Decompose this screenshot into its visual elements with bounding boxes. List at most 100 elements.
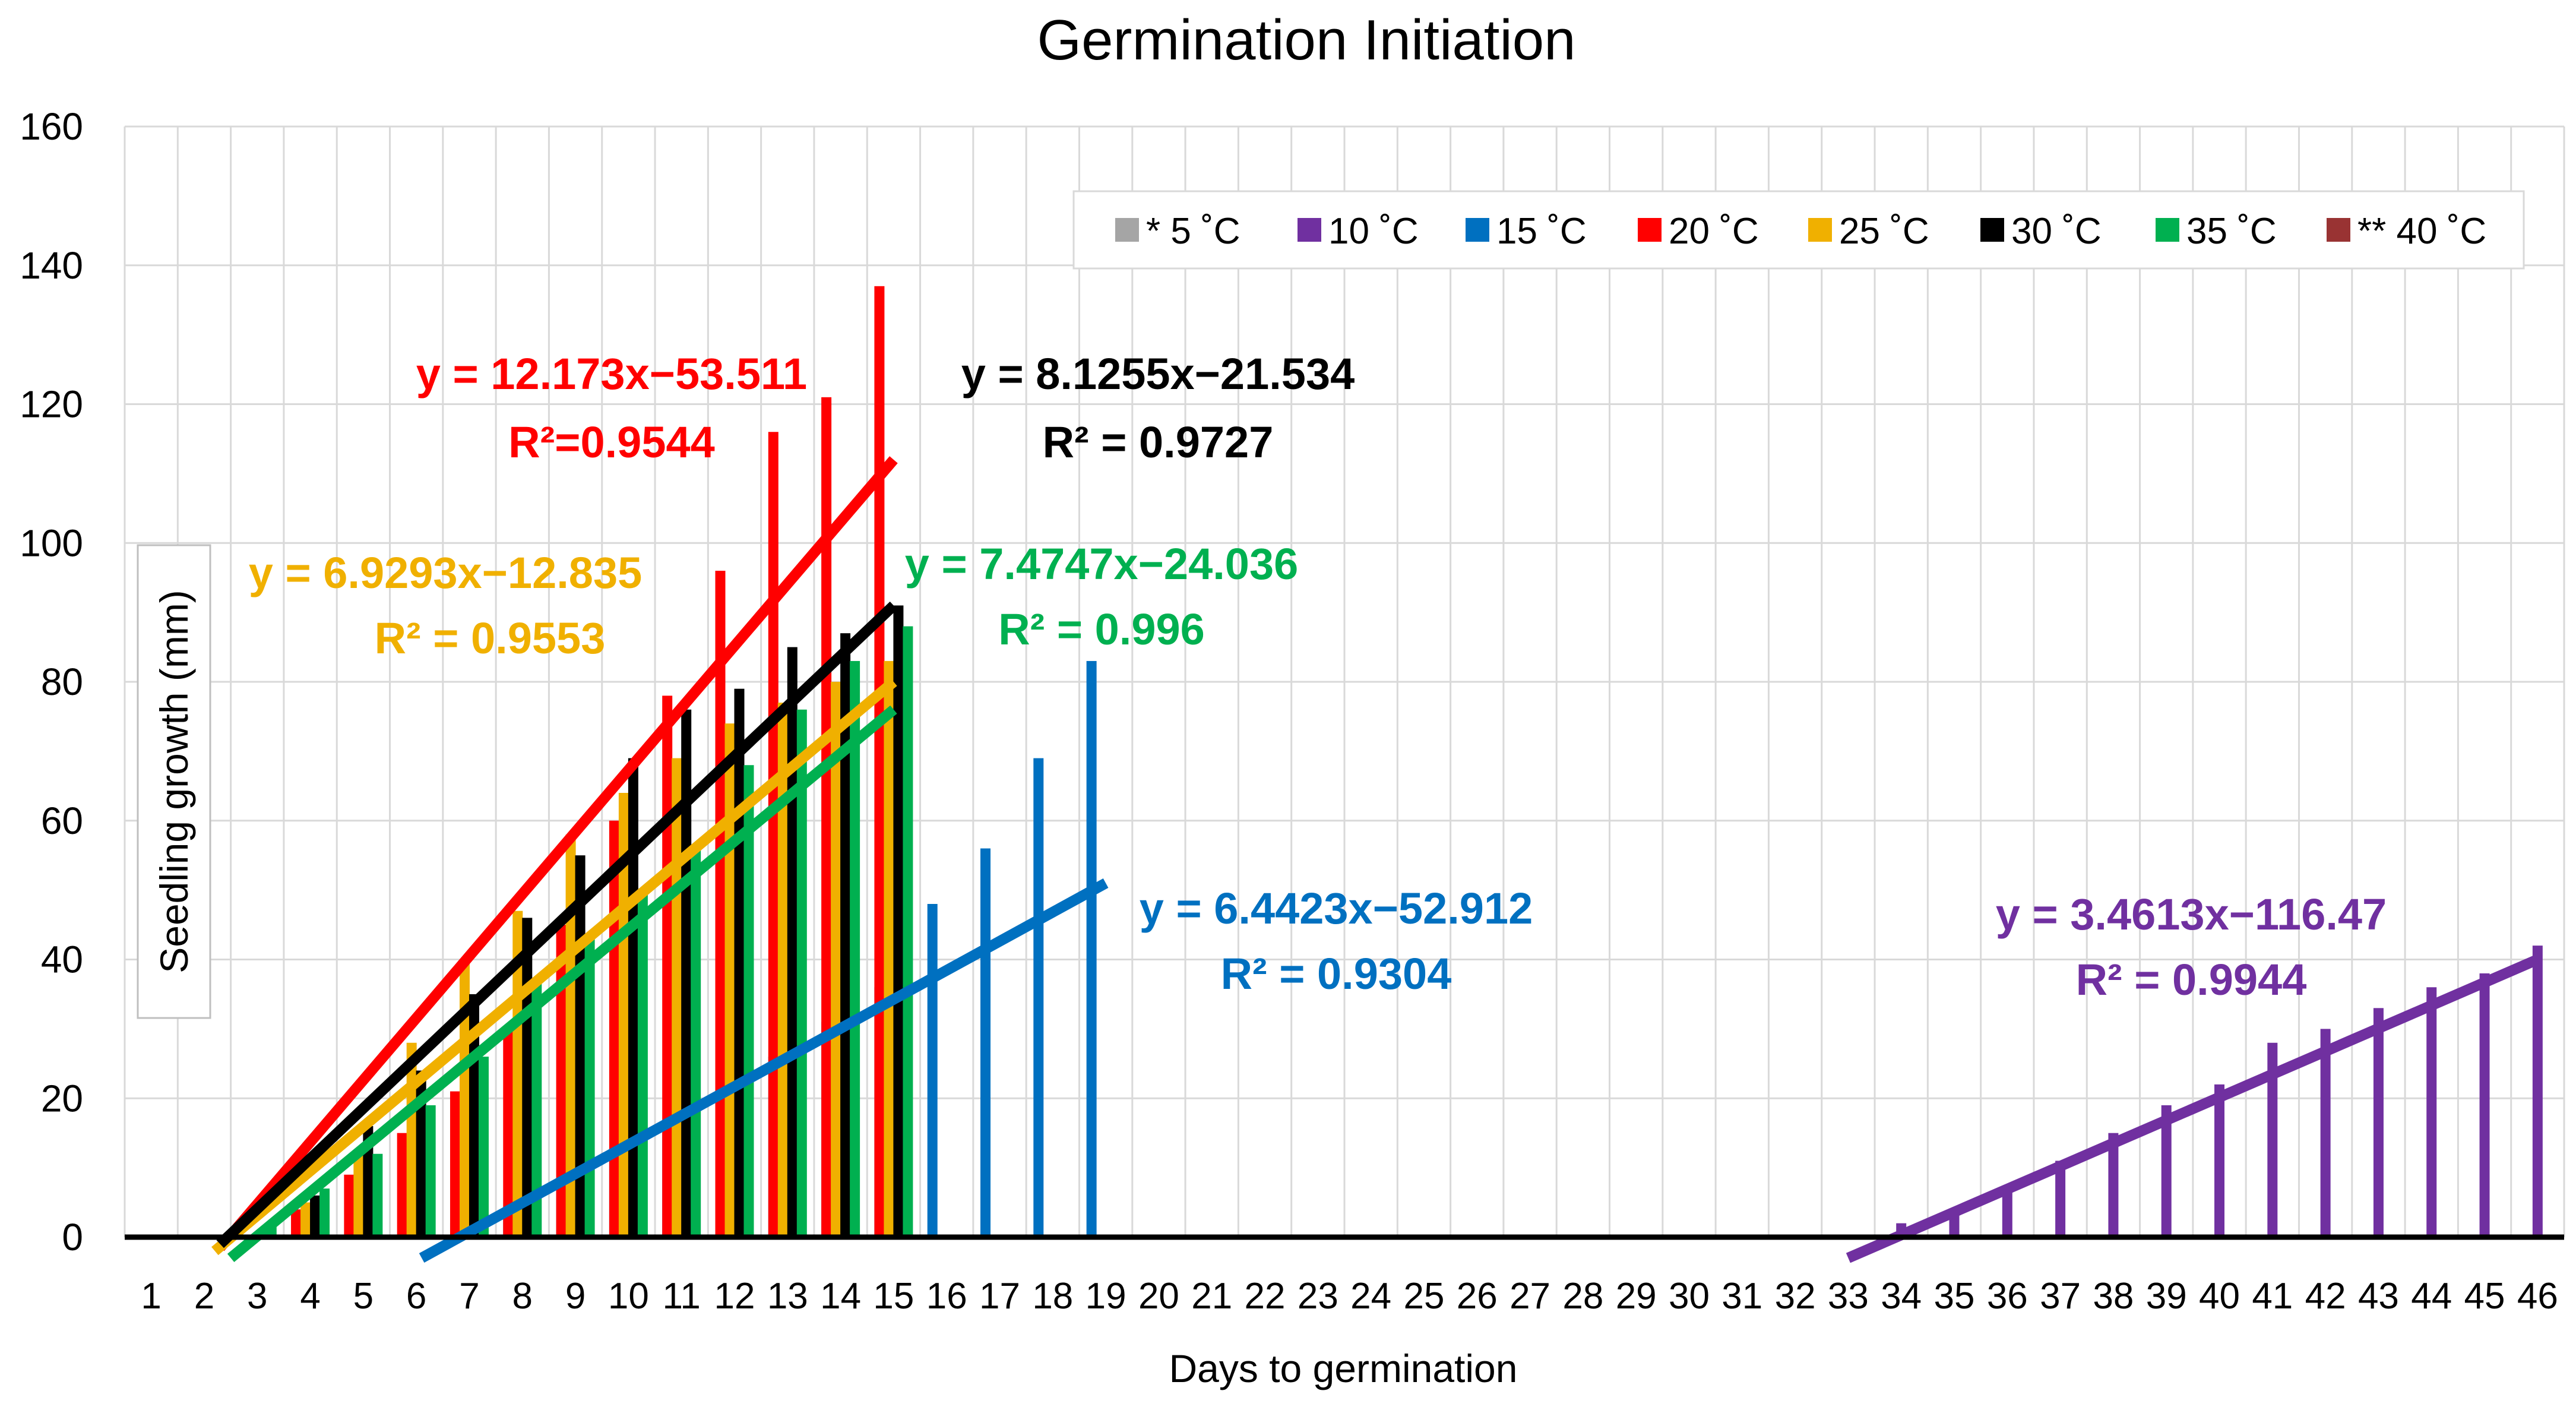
y-tick-label: 100 — [20, 521, 83, 564]
bar — [1033, 758, 1044, 1237]
bar — [416, 1070, 426, 1237]
r-squared-label: R² = 0.9304 — [1221, 949, 1452, 998]
bar — [425, 1105, 436, 1237]
bar — [787, 647, 798, 1237]
x-tick-label: 1 — [141, 1276, 161, 1317]
trendline — [216, 456, 898, 1251]
bar — [1086, 660, 1097, 1237]
x-tick-label: 36 — [1987, 1276, 2028, 1317]
y-axis-label: Seedling growth (mm) — [152, 590, 196, 973]
bar — [893, 605, 904, 1237]
bar — [672, 758, 682, 1237]
bar — [715, 571, 726, 1237]
trendline — [419, 878, 1109, 1263]
legend-label: 35 ˚C — [2186, 211, 2277, 252]
legend-label: ** 40 ˚C — [2357, 211, 2486, 252]
x-tick-label: 5 — [353, 1276, 374, 1317]
r-squared-label: R²=0.9544 — [508, 418, 715, 467]
x-tick-label: 34 — [1881, 1276, 1922, 1317]
bar — [2320, 1029, 2331, 1237]
bar — [691, 848, 701, 1237]
legend-box — [1072, 190, 2525, 270]
trendline — [1846, 954, 2540, 1263]
x-tick-label: 37 — [2040, 1276, 2081, 1317]
bar — [874, 286, 885, 1237]
x-tick-label: 43 — [2358, 1276, 2399, 1317]
trendline — [216, 601, 898, 1248]
y-axis-ticks: 0 20 40 60 80 100 120 140 160 — [20, 105, 83, 1259]
bar — [450, 1091, 460, 1237]
x-tick-label: 24 — [1350, 1276, 1391, 1317]
legend-label: 30 ˚C — [2011, 211, 2102, 252]
x-tick-label: 13 — [767, 1276, 808, 1317]
bar — [743, 765, 754, 1237]
x-tick-label: 19 — [1086, 1276, 1126, 1317]
bar — [522, 918, 533, 1237]
legend-swatch — [1980, 218, 2004, 242]
bar — [363, 1126, 374, 1237]
legend-label: 10 ˚C — [1328, 211, 1419, 252]
bar — [840, 633, 851, 1237]
bar — [565, 834, 576, 1237]
legend-swatch — [1298, 218, 1321, 242]
y-tick-label: 140 — [20, 244, 83, 287]
bar — [2373, 1008, 2384, 1237]
bar — [2214, 1084, 2225, 1237]
x-tick-label: 30 — [1669, 1276, 1710, 1317]
y-tick-label: 20 — [41, 1077, 83, 1120]
equation-annotations: y = 12.173x−53.511 R²=0.9544 y = 8.1255x−2… — [249, 349, 2387, 1004]
x-tick-label: 25 — [1403, 1276, 1444, 1317]
x-axis-label: Days to germination — [1169, 1346, 1518, 1390]
legend-swatch — [1466, 218, 1489, 242]
x-tick-label: 21 — [1191, 1276, 1232, 1317]
x-tick-label: 7 — [459, 1276, 479, 1317]
legend-swatch — [1808, 218, 1832, 242]
bar — [459, 959, 470, 1237]
bar — [310, 1195, 321, 1237]
bar — [884, 660, 894, 1237]
r-squared-label: R² = 0.996 — [998, 605, 1205, 654]
bar — [980, 848, 991, 1237]
bar — [637, 890, 648, 1237]
x-tick-label: 46 — [2517, 1276, 2558, 1317]
trendlines — [211, 456, 2540, 1263]
equation-label: y = 7.4747x−24.036 — [905, 539, 1299, 589]
chart-title: Germination Initiation — [1037, 8, 1575, 72]
bar — [821, 397, 832, 1237]
bar — [291, 1209, 302, 1237]
x-tick-label: 42 — [2305, 1276, 2346, 1317]
x-tick-label: 8 — [512, 1276, 533, 1317]
bar — [681, 709, 692, 1237]
bar — [584, 938, 595, 1237]
x-tick-label: 2 — [194, 1276, 214, 1317]
y-tick-label: 60 — [41, 799, 83, 842]
bar — [831, 682, 841, 1237]
x-tick-label: 28 — [1562, 1276, 1603, 1317]
bar — [2161, 1105, 2172, 1237]
y-tick-label: 0 — [62, 1216, 83, 1259]
bar — [734, 688, 745, 1237]
bar — [300, 1202, 311, 1237]
y-tick-label: 160 — [20, 105, 83, 148]
x-tick-label: 18 — [1032, 1276, 1073, 1317]
bar — [397, 1133, 407, 1237]
trendline — [227, 705, 897, 1262]
r-squared-label: R² = 0.9727 — [1043, 418, 1274, 467]
x-tick-label: 17 — [979, 1276, 1020, 1317]
legend: * 5 ˚C 10 ˚C 15 ˚C 20 ˚C 25 ˚C 30 ˚C 35 ˚C ** 4… — [1072, 190, 2525, 270]
bar — [777, 703, 788, 1237]
bar — [503, 1029, 514, 1237]
bar — [556, 925, 567, 1237]
bar — [2002, 1188, 2012, 1237]
x-tick-label: 22 — [1245, 1276, 1286, 1317]
legend-swatch — [1638, 218, 1662, 242]
bar — [344, 1174, 355, 1237]
trendline — [211, 678, 897, 1256]
bar — [2267, 1042, 2278, 1237]
r-squared-label: R² = 0.9553 — [375, 614, 606, 663]
equation-label: y = 12.173x−53.511 — [416, 349, 807, 399]
legend-label: 15 ˚C — [1496, 211, 1587, 252]
bar — [2479, 973, 2490, 1237]
x-tick-label: 15 — [873, 1276, 914, 1317]
